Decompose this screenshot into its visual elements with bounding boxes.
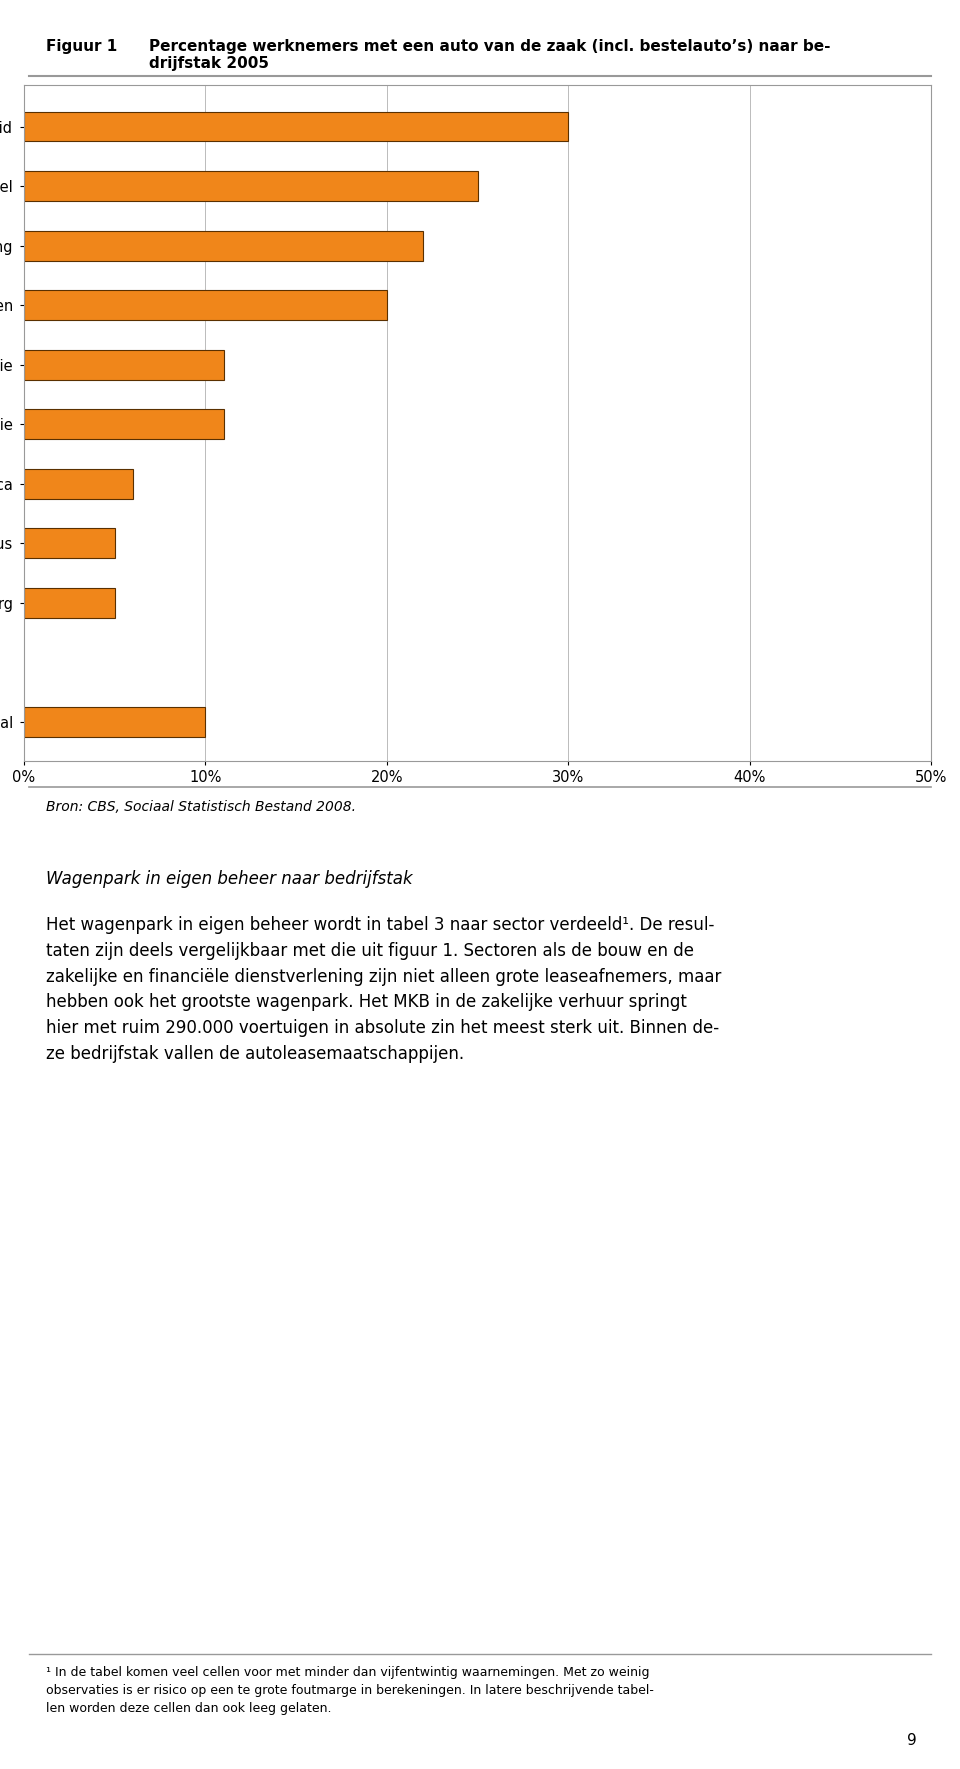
- Bar: [24, 230, 423, 260]
- Bar: [24, 172, 477, 202]
- Bar: [24, 587, 115, 617]
- Text: Bron: CBS, Sociaal Statistisch Bestand 2008.: Bron: CBS, Sociaal Statistisch Bestand 2…: [46, 800, 356, 814]
- Text: Figuur 1: Figuur 1: [46, 39, 117, 53]
- Bar: [24, 350, 224, 380]
- Text: Het wagenpark in eigen beheer wordt in tabel 3 naar sector verdeeld¹. De resul-
: Het wagenpark in eigen beheer wordt in t…: [46, 916, 722, 1063]
- Bar: [24, 529, 115, 559]
- Bar: [24, 111, 568, 142]
- Text: 9: 9: [907, 1734, 917, 1748]
- Text: ¹ In de tabel komen veel cellen voor met minder dan vijfentwintig waarnemingen. : ¹ In de tabel komen veel cellen voor met…: [46, 1666, 654, 1716]
- Bar: [24, 708, 205, 738]
- Text: Wagenpark in eigen beheer naar bedrijfstak: Wagenpark in eigen beheer naar bedrijfst…: [46, 870, 413, 888]
- Text: Percentage werknemers met een auto van de zaak (incl. bestelauto’s) naar be-
dri: Percentage werknemers met een auto van d…: [149, 39, 830, 71]
- Bar: [24, 409, 224, 439]
- Bar: [24, 469, 132, 499]
- Bar: [24, 290, 387, 320]
